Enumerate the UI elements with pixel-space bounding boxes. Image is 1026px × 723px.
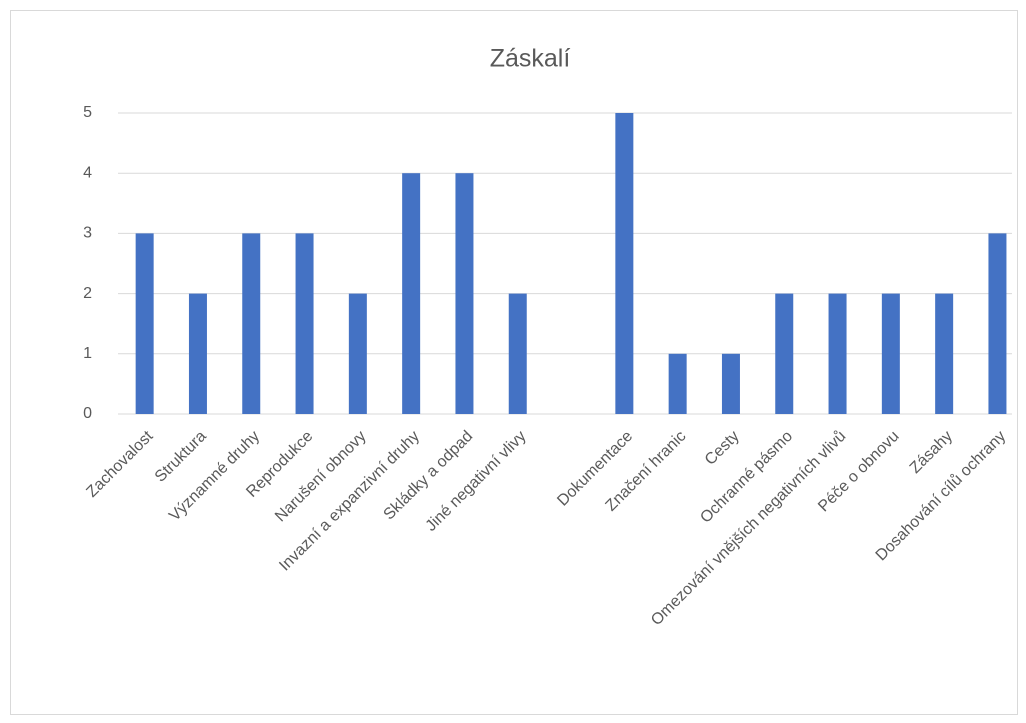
y-tick-label: 0 [83,405,92,422]
bar [935,293,954,414]
y-tick-label: 3 [83,225,92,242]
bar [775,293,794,414]
y-tick-label: 2 [83,285,92,302]
bar [668,353,687,414]
bar [828,293,847,414]
bar [988,233,1007,414]
bar [135,233,154,414]
y-tick-label: 4 [83,164,92,181]
bar [508,293,527,414]
y-tick-label: 5 [83,104,92,121]
chart-title: Záskalí [490,45,571,73]
bar [295,233,314,414]
bar [348,293,367,414]
y-tick-label: 1 [83,345,92,362]
bar [615,113,634,414]
bar [242,233,261,414]
bar [188,293,207,414]
bar [881,293,900,414]
bar [455,173,474,414]
bar [402,173,421,414]
bar [721,353,740,414]
